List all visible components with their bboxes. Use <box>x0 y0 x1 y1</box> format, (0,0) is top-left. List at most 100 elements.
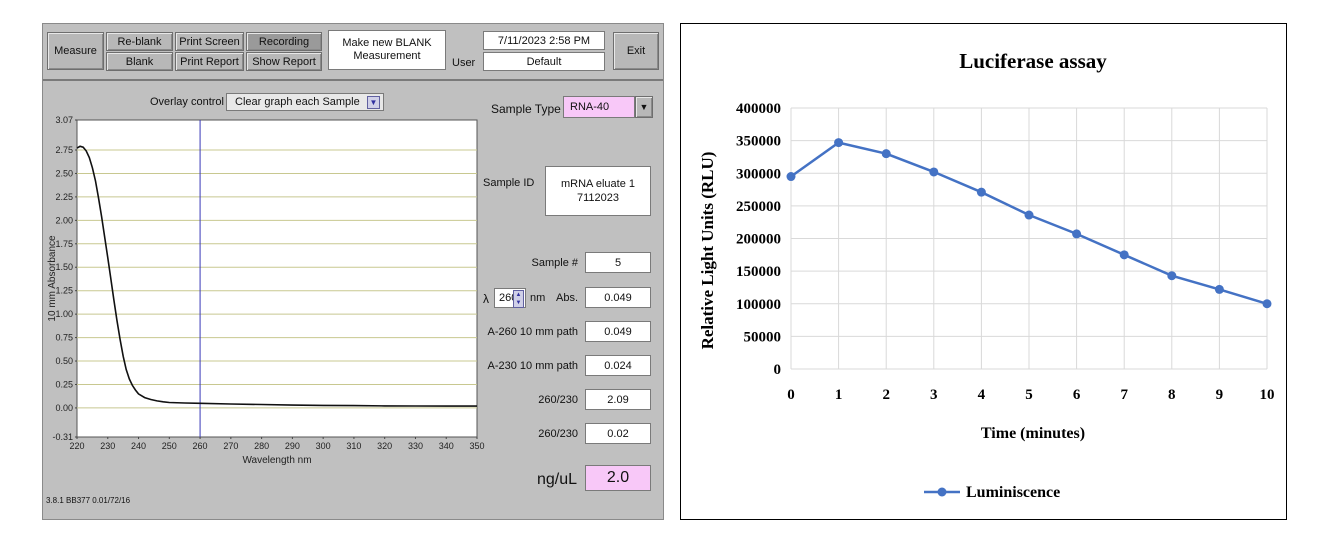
x-tick-label: 7 <box>1120 387 1128 403</box>
x-tick-label: 350 <box>469 441 484 451</box>
x-tick-label: 8 <box>1168 387 1176 403</box>
overlay-control-select[interactable]: Clear graph each Sample ▼ <box>226 93 384 111</box>
ratio-260-230-second-field: 0.02 <box>585 423 651 444</box>
x-tick-label: 320 <box>377 441 392 451</box>
x-tick-label: 250 <box>162 441 177 451</box>
y-tick-label: 50000 <box>744 329 782 345</box>
x-tick-label: 290 <box>285 441 300 451</box>
data-point <box>881 149 891 159</box>
print-report-button[interactable]: Print Report <box>175 52 244 71</box>
wavelength-unit: nm <box>530 292 546 304</box>
x-tick-label: 330 <box>408 441 423 451</box>
x-tick-label: 2 <box>882 387 890 403</box>
sample-type-value: RNA-40 <box>570 101 610 113</box>
data-point <box>1119 250 1129 260</box>
y-tick-label: 2.50 <box>55 168 73 178</box>
data-point <box>1214 284 1224 294</box>
y-tick-label: 0.25 <box>55 379 73 389</box>
absorbance-spectrum-plot: 3.07 2.75 2.50 2.25 2.00 1.75 1.50 1.25 1.00 0.75… <box>47 115 485 466</box>
x-tick-label: 9 <box>1216 387 1224 403</box>
y-tick-label: 300000 <box>736 166 781 182</box>
x-tick-label: 6 <box>1073 387 1081 403</box>
lambda-symbol: λ <box>483 292 489 306</box>
data-point <box>1024 210 1034 220</box>
concentration-field: 2.0 <box>585 465 651 491</box>
blank-message: Make new BLANK Measurement <box>328 30 446 70</box>
data-point <box>1262 299 1272 309</box>
x-tick-label: 1 <box>835 387 843 403</box>
sample-number-label: Sample # <box>531 257 578 269</box>
y-tick-label: 150000 <box>736 264 781 280</box>
wavelength-stepper-icon[interactable]: ▲ ▼ <box>513 290 524 308</box>
user-label: User <box>452 57 476 69</box>
abs-label: Abs. <box>555 292 578 304</box>
y-tick-label: 400000 <box>736 101 781 117</box>
data-point <box>1072 229 1082 239</box>
overlay-control-value: Clear graph each Sample <box>235 96 360 108</box>
data-point <box>1167 271 1177 281</box>
y-tick-label: 2.75 <box>55 145 73 155</box>
x-tick-label: 0 <box>787 387 795 403</box>
legend-label: Luminiscence <box>966 484 1060 501</box>
sample-type-dropdown-icon[interactable]: ▼ <box>635 96 653 118</box>
y-tick-label: 100000 <box>736 297 781 313</box>
reblank-button[interactable]: Re-blank <box>106 32 173 51</box>
chart-title: Luciferase assay <box>959 49 1107 73</box>
blank-button[interactable]: Blank <box>106 52 173 71</box>
y-tick-label: 250000 <box>736 199 781 215</box>
sample-type-label: Sample Type <box>491 102 561 116</box>
y-tick-label: 0.00 <box>55 403 73 413</box>
y-tick-label: 0 <box>774 362 782 378</box>
show-report-button[interactable]: Show Report <box>246 52 322 71</box>
y-tick-label: 1.25 <box>55 286 73 296</box>
version-label: 3.8.1 BB377 0.01/72/16 <box>46 496 131 505</box>
y-tick-label: 350000 <box>736 134 781 150</box>
wavelength-value: 260 <box>499 292 518 304</box>
x-axis-label: Time (minutes) <box>981 425 1085 442</box>
x-tick-label: 3 <box>930 387 938 403</box>
measure-button[interactable]: Measure <box>47 32 104 70</box>
blank-message-line1: Make new BLANK <box>342 37 432 49</box>
y-tick-label: 0.50 <box>55 356 73 366</box>
sample-number-field[interactable]: 5 <box>585 252 651 273</box>
abs-field: 0.049 <box>585 287 651 308</box>
legend-marker <box>937 487 947 497</box>
print-screen-button[interactable]: Print Screen <box>175 32 244 51</box>
luciferase-chart: Luciferase assay 0 50000 100000 150000 200000… <box>698 49 1275 501</box>
concentration-label: ng/uL <box>537 471 578 488</box>
y-tick-label: 200000 <box>736 232 781 248</box>
sample-id-field[interactable]: mRNA eluate 1 7112023 <box>545 166 651 216</box>
a260-field: 0.049 <box>585 321 651 342</box>
datetime-display: 7/11/2023 2:58 PM <box>483 31 605 50</box>
plot-area <box>76 119 478 438</box>
user-field[interactable]: Default <box>483 52 605 71</box>
x-tick-label: 260 <box>193 441 208 451</box>
data-point <box>834 138 844 148</box>
absorbance-curve <box>76 145 477 407</box>
recording-button[interactable]: Recording <box>246 32 322 51</box>
x-tick-label: 10 <box>1260 387 1275 403</box>
x-tick-label: 240 <box>131 441 146 451</box>
overlay-control-label: Overlay control <box>150 96 224 108</box>
x-tick-label: 340 <box>439 441 454 451</box>
wavelength-input[interactable]: 260 ▲ ▼ <box>494 288 526 308</box>
blank-message-line2: Measurement <box>353 50 421 62</box>
y-tick-label: 1.50 <box>55 262 73 272</box>
exit-button[interactable]: Exit <box>613 32 659 70</box>
y-tick-label: -0.31 <box>52 432 73 442</box>
sample-id-line2: 7112023 <box>576 192 619 204</box>
y-tick-label: 0.75 <box>55 333 73 343</box>
y-tick-label: 2.25 <box>55 192 73 202</box>
a260-label: A-260 10 mm path <box>487 326 579 338</box>
y-tick-label: 1.00 <box>55 309 73 319</box>
y-tick-label: 3.07 <box>55 115 73 125</box>
a230-field: 0.024 <box>585 355 651 376</box>
ratio-260-230-second-label: 260/230 <box>538 428 578 440</box>
x-tick-label: 220 <box>69 441 84 451</box>
x-tick-label: 280 <box>254 441 269 451</box>
x-tick-label: 310 <box>346 441 361 451</box>
data-point <box>929 167 939 177</box>
sample-type-select[interactable]: RNA-40 <box>563 96 635 118</box>
data-point <box>786 172 796 182</box>
x-tick-label: 230 <box>100 441 115 451</box>
